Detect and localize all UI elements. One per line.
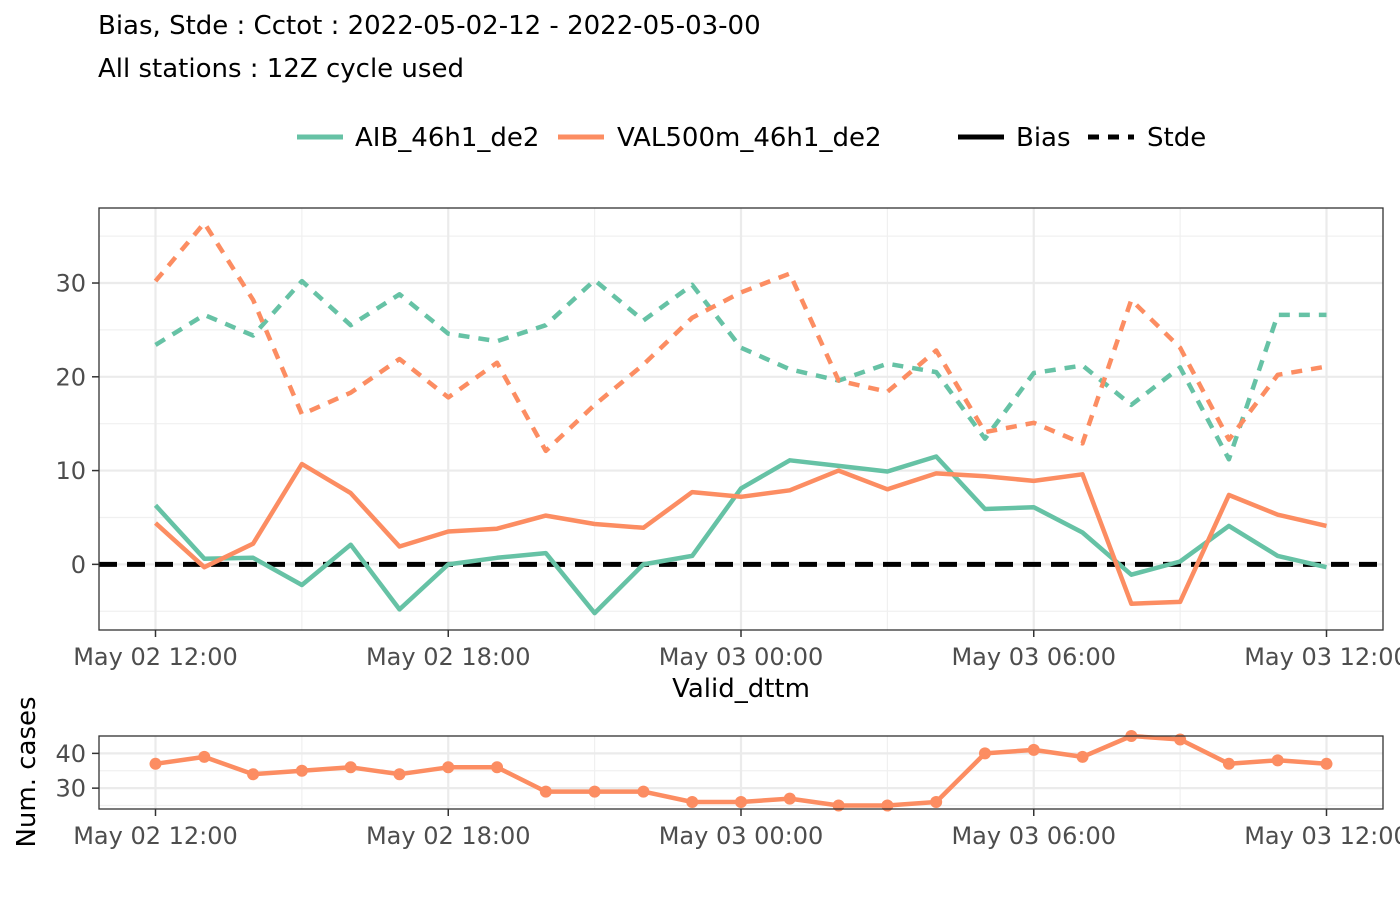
chart-title: Bias, Stde : Cctot : 2022-05-02-12 - 202…: [98, 11, 761, 41]
data-point: [735, 796, 747, 809]
data-point: [491, 761, 504, 774]
data-point: [1222, 757, 1235, 770]
data-point: [247, 768, 260, 781]
data-point: [881, 799, 894, 812]
x-tick-label: May 02 12:00: [73, 822, 238, 850]
aib-46h1-de2-bias-line: [153, 454, 1328, 616]
legend-label-aib: AIB_46h1_de2: [355, 123, 539, 153]
data-point: [930, 796, 943, 809]
data-point: [686, 796, 699, 809]
x-tick-label: May 03 06:00: [951, 822, 1116, 850]
data-point: [783, 792, 796, 805]
y-tick-label: 30: [55, 270, 86, 298]
data-point: [588, 785, 601, 798]
x-tick-label: May 03 00:00: [659, 822, 824, 850]
legend-label-bias: Bias: [1016, 123, 1071, 153]
legend-label-stde: Stde: [1147, 123, 1206, 153]
x-tick-label: May 03 12:00: [1244, 643, 1400, 671]
x-axis-title: Valid_dttm: [672, 674, 810, 704]
data-point: [149, 757, 162, 770]
data-point: [539, 785, 552, 798]
data-point: [1271, 754, 1284, 767]
data-point: [295, 764, 308, 777]
y-tick-label: 40: [55, 740, 86, 768]
data-point: [442, 761, 455, 774]
y-tick-label: 10: [55, 457, 86, 485]
data-point: [344, 761, 357, 774]
x-tick-label: May 03 00:00: [659, 643, 824, 671]
num-cases-panel: 30 40 May 02 12:00 May 02 18:00 May 03 00:00…: [55, 730, 1400, 850]
num-cases-axis-title: Num. cases: [12, 696, 42, 847]
data-point: [393, 768, 406, 781]
x-tick-label: May 03 06:00: [951, 643, 1116, 671]
data-point: [1027, 743, 1040, 756]
x-tick-label: May 03 12:00: [1244, 822, 1400, 850]
y-tick-label: 0: [71, 551, 86, 579]
aib-46h1-de2-stde-line: [154, 277, 1327, 462]
x-tick-label: May 02 18:00: [366, 643, 531, 671]
bias-stde-panel: 0 10 20 30 May 02 12:00 May 02 18:00 May 03 00…: [55, 207, 1400, 671]
y-tick-label: 20: [55, 363, 86, 391]
data-point: [198, 750, 211, 763]
data-point: [637, 785, 650, 798]
legend-label-val500m: VAL500m_46h1_de2: [617, 123, 882, 153]
data-point: [1174, 733, 1187, 746]
legend: AIB_46h1_de2 VAL500m_46h1_de2 Bias Stde: [297, 123, 1206, 153]
data-point: [978, 747, 991, 760]
x-tick-label: May 02 12:00: [73, 643, 238, 671]
data-point: [1320, 757, 1333, 770]
x-tick-label: May 02 18:00: [366, 822, 531, 850]
y-tick-label: 30: [55, 775, 86, 803]
data-point: [1076, 750, 1089, 763]
data-point: [832, 799, 845, 812]
val500m-46h1-de2-stde-line: [153, 220, 1327, 454]
val500m-46h1-de2-bias-line: [153, 461, 1328, 606]
chart-subtitle: All stations : 12Z cycle used: [98, 54, 464, 84]
